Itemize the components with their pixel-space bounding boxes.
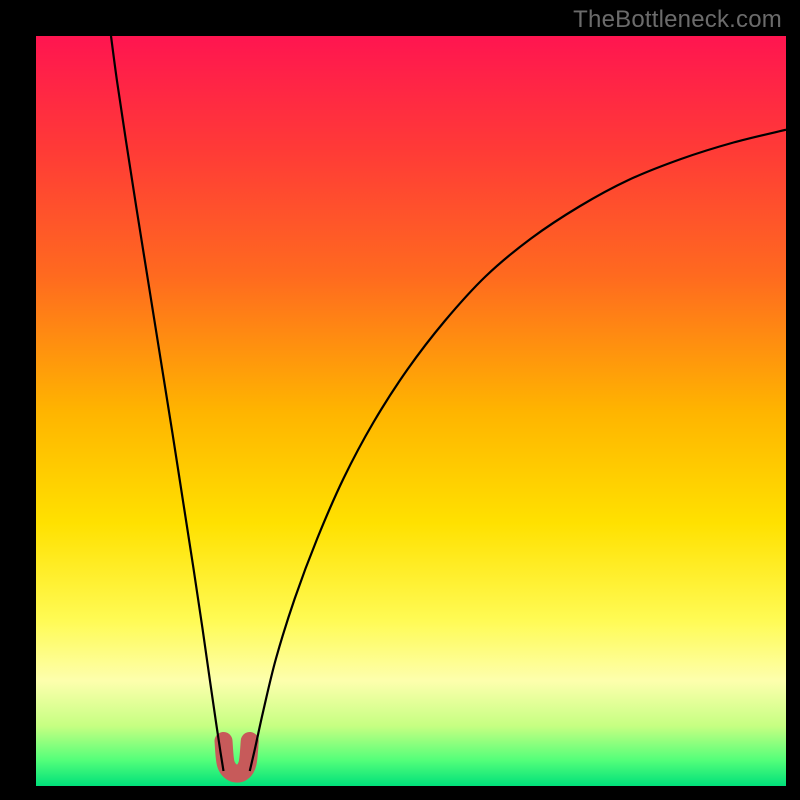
curve-layer [36,36,786,786]
watermark-text: TheBottleneck.com [573,6,782,34]
chart-stage: TheBottleneck.com [0,0,800,800]
plot-area [36,36,786,786]
right-curve [250,130,786,771]
left-curve [111,36,224,771]
bottleneck-marker [224,741,250,774]
